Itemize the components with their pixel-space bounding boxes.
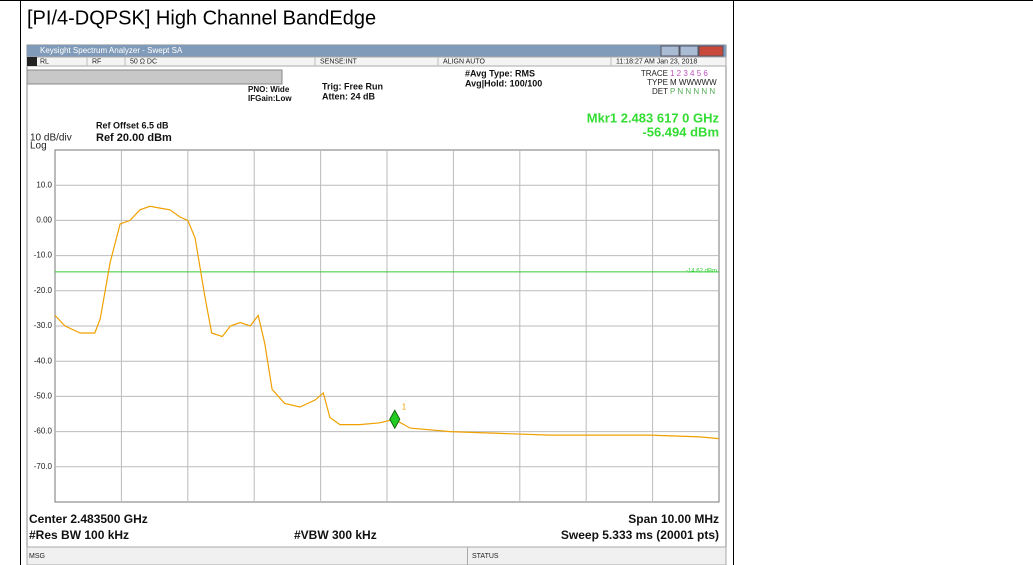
toolbar-item: RL [40,58,49,65]
title-bar [27,45,726,57]
marker-readout: Mkr1 2.483 617 0 GHz [587,110,720,125]
setting: Trig: Free Run [322,81,383,91]
y-tick-label: -30.0 [34,321,53,330]
setting: #Avg Type: RMS [465,68,535,78]
setting: Atten: 24 dB [322,91,376,101]
toolbar-item: 50 Ω DC [130,58,157,65]
status-bar [26,546,727,565]
entry-field[interactable] [26,69,283,85]
setting: 1 2 3 4 5 6 [670,69,708,78]
setting: IFGain:Low [248,94,292,103]
toolbar-item: RF [92,58,101,65]
y-tick-label: -70.0 [34,462,53,471]
footer-text: Span 10.00 MHz [628,512,719,526]
marker-label: 1 [402,402,407,411]
y-tick-label: -20.0 [34,286,53,295]
scale-type: Log [30,141,47,152]
status-label: MSG [29,553,45,560]
toolbar-item: SENSE:INT [320,58,358,65]
setting: TRACE [641,69,668,78]
toolbar-items: RL RF 50 Ω DC SENSE:INT ALIGN AUTO 11:18:27 A… [40,57,697,66]
heading: [PI/4-DQPSK] High Channel BandEdge [27,7,376,29]
display-line-label: -14.62 dBm [686,268,717,274]
maximize-button[interactable] [679,45,699,57]
ref-level: Ref 20.00 dBm [96,132,172,144]
trace [54,205,720,440]
setting: Avg|Hold: 100/100 [465,78,542,88]
y-tick-label: 0.00 [36,216,52,225]
setting: TYPE [647,78,668,87]
marker-readout: -56.494 dBm [642,124,719,139]
footer-text: #VBW 300 kHz [294,528,377,542]
window-title: Keysight Spectrum Analyzer - Swept SA [40,46,183,55]
footer-text: Center 2.483500 GHz [29,512,148,526]
status-label: STATUS [472,553,499,560]
ref-offset: Ref Offset 6.5 dB [96,120,169,130]
indicator [27,57,37,66]
scale: 10 dB/div [30,133,72,144]
minimize-button[interactable] [660,45,680,57]
setting: DET [652,87,668,96]
footer-text: Sweep 5.333 ms (20001 pts) [561,528,719,542]
y-tick-label: -40.0 [34,356,53,365]
marker [389,409,401,430]
y-tick-label: 10.0 [36,180,52,189]
toolbar-item: ALIGN AUTO [443,58,485,65]
close-button[interactable] [698,45,724,57]
y-tick-label: -60.0 [34,427,53,436]
y-tick-label: -10.0 [34,251,53,260]
setting: M WWWWW [670,78,717,87]
toolbar-item: 11:18:27 AM Jan 23, 2018 [616,58,697,65]
plot: 10.0 0.00 -10.0 -20.0 -30.0 -40.0 -50.0 -60.0 -7… [34,149,720,503]
setting: PNO: Wide [248,85,290,94]
footer-text: #Res BW 100 kHz [29,528,129,542]
setting: P N N N N N [670,87,715,96]
y-tick-label: -50.0 [34,392,53,401]
